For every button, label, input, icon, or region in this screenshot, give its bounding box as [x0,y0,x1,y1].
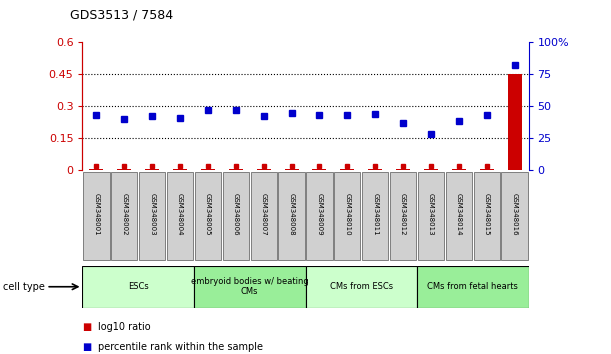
Bar [417,266,529,308]
Text: GSM348007: GSM348007 [261,193,266,235]
Text: GSM348016: GSM348016 [511,193,518,235]
Bar [418,172,444,260]
Bar [167,172,193,260]
Bar [89,169,103,170]
Text: GSM348009: GSM348009 [316,193,323,235]
Bar [117,169,131,170]
Text: ESCs: ESCs [128,282,148,291]
Bar [285,169,299,170]
Bar [480,169,494,170]
Text: GSM348015: GSM348015 [484,193,489,235]
Bar [396,169,410,170]
Text: GSM348005: GSM348005 [205,193,211,235]
Bar [279,172,305,260]
Text: embryoid bodies w/ beating
CMs: embryoid bodies w/ beating CMs [191,277,309,296]
Bar [201,169,215,170]
Bar [312,169,326,170]
Bar [194,266,306,308]
Text: ■: ■ [82,342,92,352]
Bar [508,74,522,170]
Text: percentile rank within the sample: percentile rank within the sample [98,342,263,352]
Text: CMs from ESCs: CMs from ESCs [330,282,393,291]
Bar [111,172,137,260]
Bar [334,172,360,260]
Bar [362,172,389,260]
Text: GSM348012: GSM348012 [400,193,406,235]
Text: GSM348006: GSM348006 [233,193,239,235]
Bar [173,169,187,170]
Bar [145,169,159,170]
Text: ■: ■ [82,322,92,332]
Bar [257,169,271,170]
Bar [424,169,438,170]
Bar [139,172,166,260]
Bar [195,172,221,260]
Bar [222,172,249,260]
Text: GSM348008: GSM348008 [288,193,295,235]
Bar [474,172,500,260]
Text: cell type: cell type [3,282,45,292]
Text: GSM348013: GSM348013 [428,193,434,235]
Bar [445,172,472,260]
Text: GSM348014: GSM348014 [456,193,462,235]
Text: GSM348003: GSM348003 [149,193,155,235]
Text: GSM348002: GSM348002 [122,193,127,235]
Bar [452,169,466,170]
Bar [502,172,528,260]
Text: GSM348001: GSM348001 [93,193,100,235]
Bar [340,169,354,170]
Text: log10 ratio: log10 ratio [98,322,150,332]
Bar [368,169,382,170]
Bar [306,172,332,260]
Text: GDS3513 / 7584: GDS3513 / 7584 [70,8,174,21]
Text: GSM348011: GSM348011 [372,193,378,235]
Bar [229,169,243,170]
Bar [306,266,417,308]
Text: GSM348010: GSM348010 [345,193,350,235]
Text: GSM348004: GSM348004 [177,193,183,235]
Bar [82,266,194,308]
Bar [83,172,109,260]
Text: CMs from fetal hearts: CMs from fetal hearts [427,282,518,291]
Bar [390,172,416,260]
Bar [251,172,277,260]
